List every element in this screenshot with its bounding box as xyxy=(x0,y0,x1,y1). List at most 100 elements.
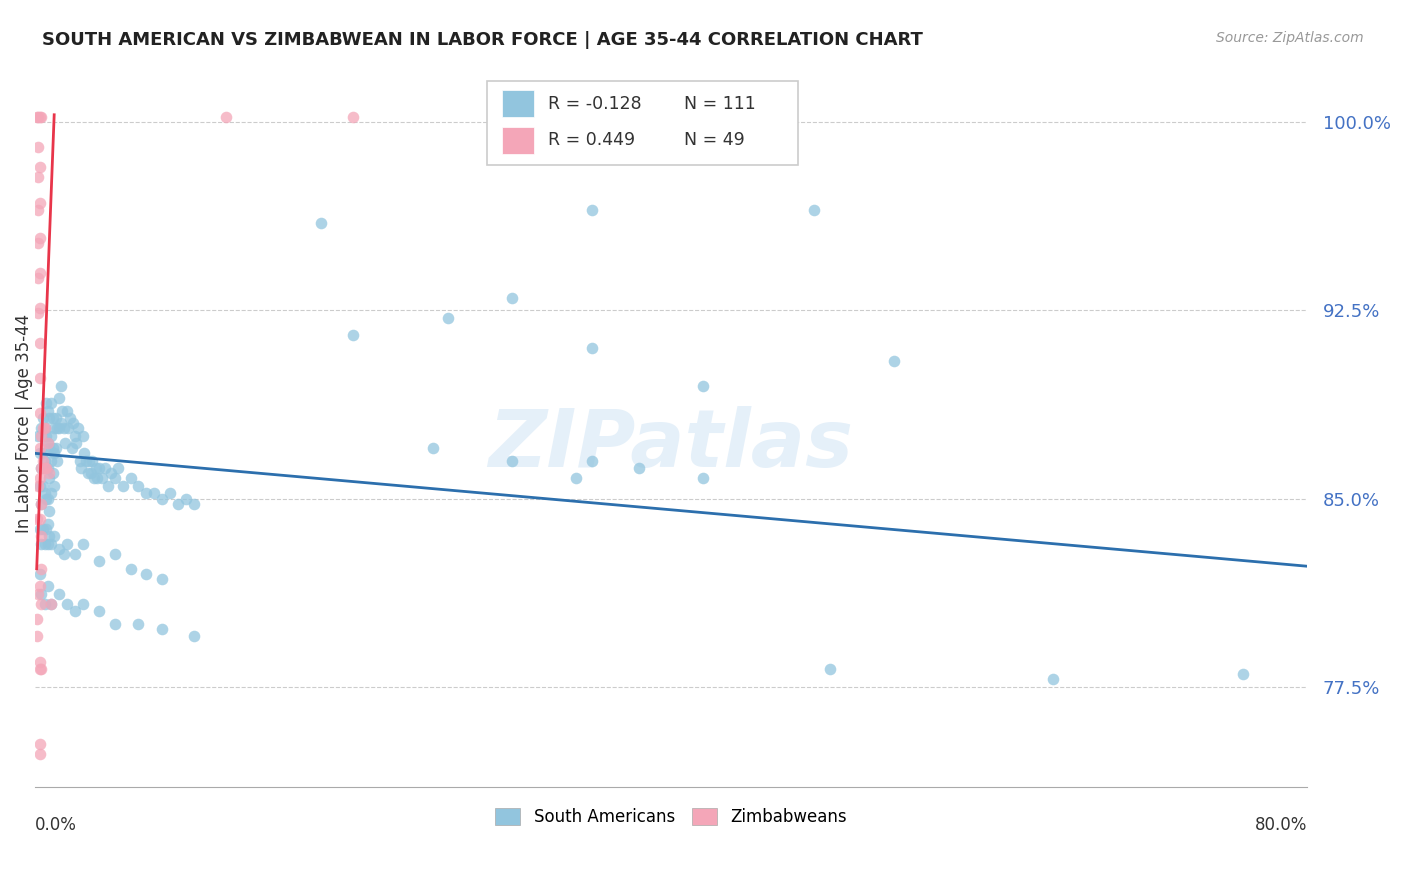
Text: ZIPatlas: ZIPatlas xyxy=(488,406,853,484)
Point xyxy=(692,471,714,485)
Point xyxy=(28,230,51,244)
Point xyxy=(803,203,825,218)
Point xyxy=(25,612,48,626)
Point xyxy=(437,310,460,325)
Point xyxy=(32,454,55,468)
Point xyxy=(44,421,66,435)
Point xyxy=(30,429,52,443)
Text: R = 0.449: R = 0.449 xyxy=(548,131,636,149)
Point xyxy=(25,511,48,525)
Point xyxy=(28,579,51,593)
Point xyxy=(150,622,173,636)
Point xyxy=(692,378,714,392)
Point xyxy=(27,140,49,154)
Point xyxy=(53,436,76,450)
Point xyxy=(159,486,181,500)
Point xyxy=(37,436,59,450)
Point xyxy=(30,529,52,543)
Point xyxy=(37,516,59,531)
Point xyxy=(28,336,51,351)
Point xyxy=(46,421,69,435)
Point xyxy=(628,461,651,475)
Text: 0.0%: 0.0% xyxy=(35,816,77,834)
Legend: South Americans, Zimbabweans: South Americans, Zimbabweans xyxy=(489,802,853,833)
Point xyxy=(87,461,110,475)
Text: N = 49: N = 49 xyxy=(683,131,745,149)
Point xyxy=(28,110,51,124)
Point xyxy=(65,436,87,450)
Point xyxy=(86,471,108,485)
Point xyxy=(28,301,51,315)
Point xyxy=(581,341,603,355)
Point xyxy=(28,522,51,536)
Point xyxy=(1042,672,1064,686)
Point xyxy=(28,446,51,460)
Point xyxy=(28,371,51,385)
Point xyxy=(167,496,190,510)
Point xyxy=(83,471,105,485)
FancyBboxPatch shape xyxy=(502,90,534,118)
Point xyxy=(52,547,75,561)
Point xyxy=(28,662,51,676)
Point xyxy=(30,662,52,676)
Point xyxy=(84,461,107,475)
Point xyxy=(120,471,142,485)
Point xyxy=(34,536,56,550)
Point xyxy=(581,454,603,468)
Text: 80.0%: 80.0% xyxy=(1254,816,1308,834)
Point xyxy=(48,541,70,556)
Point xyxy=(25,630,48,644)
Point xyxy=(28,737,51,751)
Point xyxy=(27,110,49,124)
Point xyxy=(73,446,96,460)
Point xyxy=(63,429,86,443)
Point xyxy=(34,454,56,468)
Point xyxy=(27,429,49,443)
Point xyxy=(63,604,86,618)
Point xyxy=(311,216,333,230)
Text: SOUTH AMERICAN VS ZIMBABWEAN IN LABOR FORCE | AGE 35-44 CORRELATION CHART: SOUTH AMERICAN VS ZIMBABWEAN IN LABOR FO… xyxy=(42,31,924,49)
Point xyxy=(39,597,62,611)
Point xyxy=(28,511,51,525)
Point xyxy=(27,306,49,320)
Point xyxy=(48,421,70,435)
Text: R = -0.128: R = -0.128 xyxy=(548,95,641,112)
Point xyxy=(39,536,62,550)
Point xyxy=(56,597,79,611)
Point xyxy=(150,491,173,506)
Point xyxy=(67,421,90,435)
Point xyxy=(52,421,75,435)
Point xyxy=(35,396,58,410)
Point xyxy=(883,353,905,368)
Point xyxy=(30,461,52,475)
Point xyxy=(100,467,122,481)
Point xyxy=(37,461,59,475)
Point xyxy=(60,442,83,456)
Point xyxy=(564,471,586,485)
Point xyxy=(143,486,166,500)
Point xyxy=(30,496,52,510)
Point xyxy=(342,328,364,343)
Point xyxy=(77,454,100,468)
Point xyxy=(27,587,49,601)
Point xyxy=(87,554,110,568)
Point xyxy=(174,491,197,506)
Point xyxy=(35,429,58,443)
Point xyxy=(104,471,127,485)
Y-axis label: In Labor Force | Age 35-44: In Labor Force | Age 35-44 xyxy=(15,314,32,533)
Point xyxy=(37,403,59,417)
Point xyxy=(38,411,60,425)
Point xyxy=(120,562,142,576)
Point xyxy=(38,471,60,485)
Point xyxy=(44,479,66,493)
Point xyxy=(30,597,52,611)
Point xyxy=(183,496,205,510)
Point xyxy=(37,536,59,550)
Point xyxy=(30,421,52,435)
Point xyxy=(28,442,51,456)
Point xyxy=(127,616,149,631)
Point xyxy=(28,406,51,420)
Point xyxy=(501,454,523,468)
Point xyxy=(46,454,69,468)
Point xyxy=(44,529,66,543)
